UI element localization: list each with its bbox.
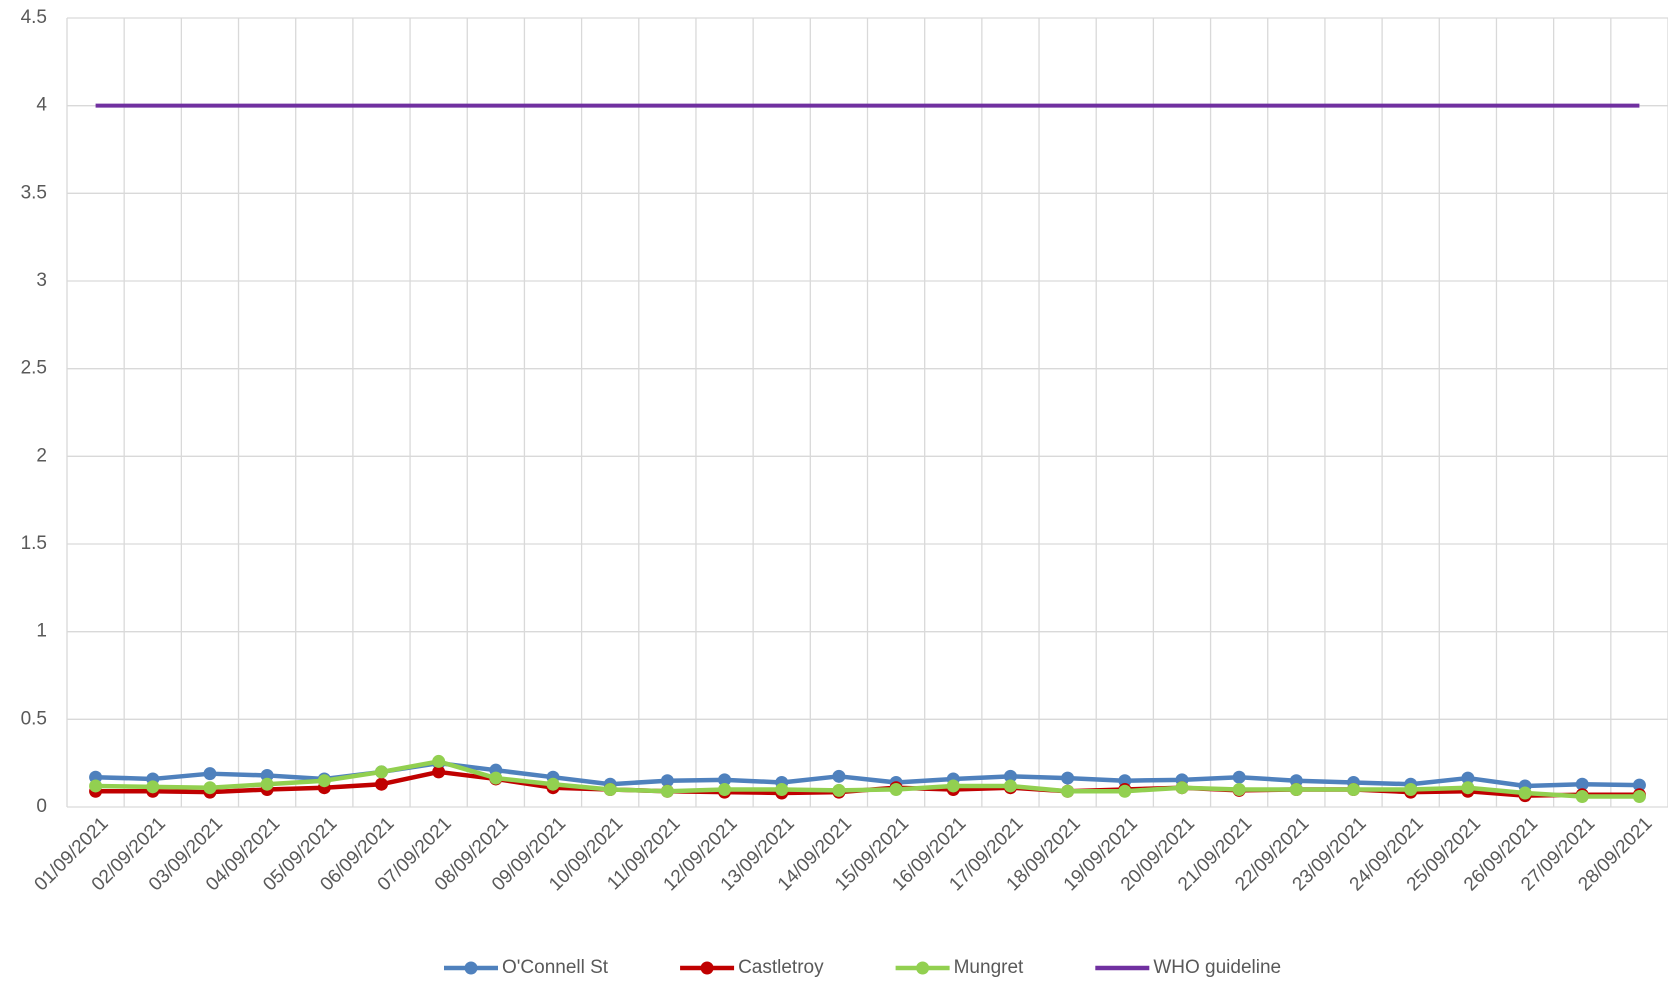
point: [1289, 782, 1303, 796]
y-tick-label: 2: [36, 445, 47, 466]
point: [1347, 782, 1361, 796]
point: [89, 779, 103, 793]
point: [146, 780, 160, 794]
legend-label: Castletroy: [738, 957, 824, 978]
point: [374, 765, 388, 779]
point: [1003, 779, 1017, 793]
point: [1575, 789, 1589, 803]
point: [203, 781, 217, 795]
point: [317, 774, 331, 788]
point: [1575, 777, 1589, 791]
point: [889, 782, 903, 796]
point: [432, 754, 446, 768]
point: [374, 777, 388, 791]
y-tick-label: 4: [36, 95, 47, 116]
point: [1461, 771, 1475, 785]
y-tick-label: 1: [36, 621, 47, 642]
legend-label: WHO guideline: [1153, 957, 1281, 978]
point: [1404, 782, 1418, 796]
y-tick-label: 3: [36, 270, 47, 291]
point: [1518, 786, 1532, 800]
point: [1118, 784, 1132, 798]
y-tick-label: 3.5: [21, 182, 47, 203]
legend-marker: [700, 961, 714, 975]
point: [775, 782, 789, 796]
point: [546, 777, 560, 791]
point: [660, 774, 674, 788]
point: [946, 779, 960, 793]
legend-marker: [464, 961, 478, 975]
point: [1003, 769, 1017, 783]
point: [489, 771, 503, 785]
point: [1175, 781, 1189, 795]
point: [832, 769, 846, 783]
y-tick-label: 0: [36, 796, 47, 817]
y-tick-label: 0.5: [21, 708, 47, 729]
point: [660, 784, 674, 798]
point: [260, 777, 274, 791]
point: [1632, 778, 1646, 792]
point: [1461, 781, 1475, 795]
point: [832, 783, 846, 797]
point: [718, 782, 732, 796]
y-tick-label: 2.5: [21, 358, 47, 379]
legend-label: O'Connell St: [502, 957, 609, 978]
series-line: [95, 759, 1640, 799]
point: [1061, 784, 1075, 798]
point: [1632, 789, 1646, 803]
point: [1061, 771, 1075, 785]
point: [1232, 782, 1246, 796]
point: [603, 782, 617, 796]
legend-label: Mungret: [954, 957, 1024, 978]
y-tick-label: 1.5: [21, 533, 47, 554]
point: [718, 773, 732, 787]
y-tick-label: 4.5: [21, 7, 47, 28]
legend-marker: [916, 961, 930, 975]
point: [432, 765, 446, 779]
point: [203, 767, 217, 781]
point: [1232, 770, 1246, 784]
